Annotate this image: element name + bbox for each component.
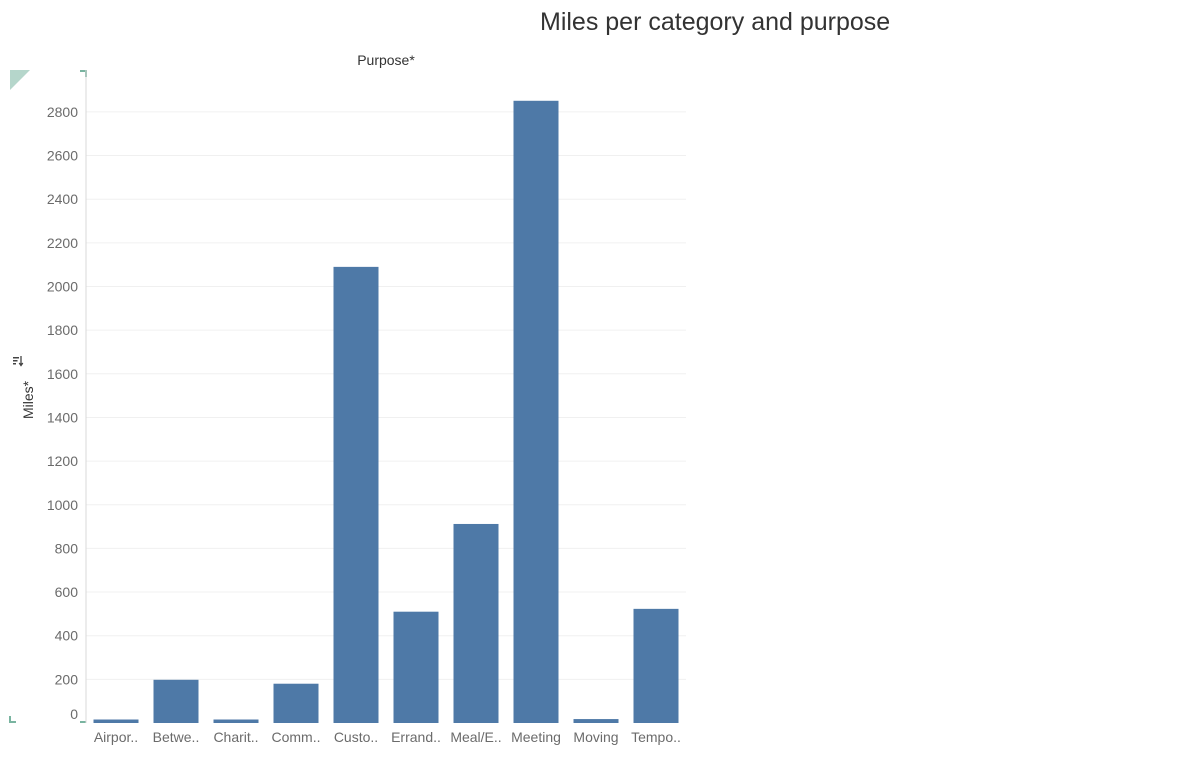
x-category-label: Airpor..: [94, 729, 138, 745]
bar-0[interactable]: [93, 719, 139, 723]
y-tick-label: 1400: [47, 409, 78, 425]
bar-5[interactable]: [393, 611, 439, 723]
sort-icon[interactable]: [12, 355, 24, 367]
bar-6[interactable]: [453, 523, 499, 723]
y-tick-label: 2600: [47, 148, 78, 164]
x-category-label: Moving: [573, 729, 618, 745]
x-category-label: Meeting: [511, 729, 561, 745]
y-tick-label: 600: [55, 584, 79, 600]
y-tick-label: 2800: [47, 104, 78, 120]
y-tick-label: 2400: [47, 191, 78, 207]
y-tick-label: 400: [55, 628, 79, 644]
x-category-label: Betwe..: [153, 729, 200, 745]
bar-9[interactable]: [633, 608, 679, 723]
bar-4[interactable]: [333, 266, 379, 723]
x-category-label: Meal/E..: [450, 729, 501, 745]
corner-marker-icon: [9, 70, 87, 723]
x-category-label: Custo..: [334, 729, 378, 745]
y-tick-label: 1600: [47, 366, 78, 382]
y-tick-label: 800: [55, 540, 79, 556]
y-tick-label: 2000: [47, 279, 78, 295]
bar-7[interactable]: [513, 100, 559, 724]
x-category-label: Errand..: [391, 729, 441, 745]
bar-8[interactable]: [573, 719, 619, 723]
x-category-label: Tempo..: [631, 729, 681, 745]
chart-title: Miles per category and purpose: [540, 8, 891, 36]
x-category-label: Charit..: [213, 729, 258, 745]
y-tick-label: 1800: [47, 322, 78, 338]
bar-3[interactable]: [273, 683, 319, 723]
y-tick-label: 0: [70, 706, 78, 722]
bar-1[interactable]: [153, 679, 199, 723]
y-tick-label: 200: [55, 671, 79, 687]
y-tick-label: 1000: [47, 497, 78, 513]
bar-2[interactable]: [213, 719, 259, 723]
x-category-label: Comm..: [272, 729, 321, 745]
y-tick-label: 1200: [47, 453, 78, 469]
column-header: Purpose*: [357, 52, 415, 68]
y-tick-label: 2200: [47, 235, 78, 251]
